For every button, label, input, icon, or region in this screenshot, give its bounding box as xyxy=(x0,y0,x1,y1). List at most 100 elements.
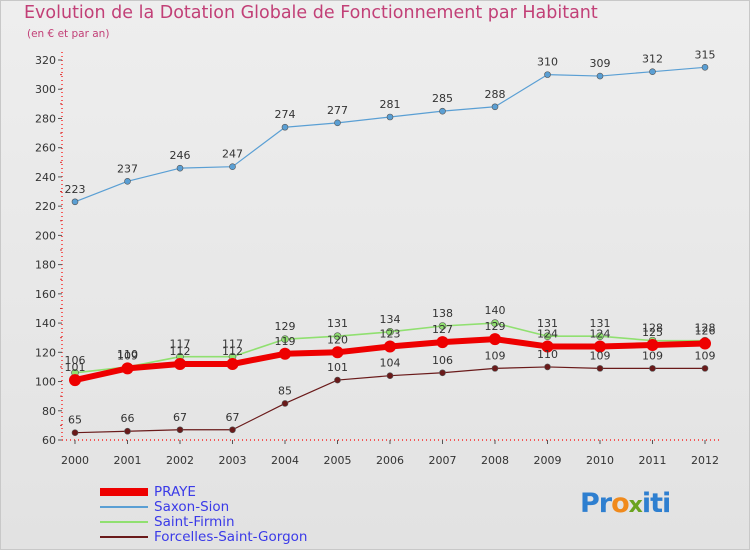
data-label: 140 xyxy=(485,304,506,317)
x-tick-label: 2009 xyxy=(534,454,562,467)
legend-swatch xyxy=(100,506,148,508)
data-point xyxy=(71,429,79,436)
data-label: 129 xyxy=(275,320,296,333)
data-label: 106 xyxy=(432,354,453,367)
data-point xyxy=(121,362,134,375)
data-point xyxy=(701,64,709,71)
y-tick-label: 280 xyxy=(35,112,56,125)
y-tick-label: 160 xyxy=(35,288,56,301)
data-label: 101 xyxy=(327,361,348,374)
legend-item: Saxon-Sion xyxy=(100,500,307,515)
data-label: 109 xyxy=(642,349,663,362)
data-point xyxy=(334,376,341,384)
data-point xyxy=(384,340,396,353)
legend-label: Saxon-Sion xyxy=(154,499,230,515)
data-point xyxy=(489,333,501,346)
data-label: 288 xyxy=(485,88,506,101)
data-point xyxy=(226,358,239,370)
y-tick-label: 80 xyxy=(42,405,56,418)
legend-item: PRAYE xyxy=(100,485,307,500)
data-point xyxy=(174,358,186,370)
legend-label: Saint-Firmin xyxy=(154,514,235,530)
data-label: 138 xyxy=(432,307,453,320)
data-label: 112 xyxy=(170,345,191,358)
y-tick-label: 140 xyxy=(35,317,56,330)
legend-item: Forcelles-Saint-Gorgon xyxy=(100,530,307,545)
x-tick-label: 2010 xyxy=(586,454,614,467)
data-point xyxy=(596,365,604,372)
data-point xyxy=(646,339,659,351)
data-point xyxy=(279,347,291,360)
legend-swatch xyxy=(100,536,148,538)
data-label: 120 xyxy=(327,333,348,346)
data-point xyxy=(541,340,554,353)
data-label: 131 xyxy=(590,317,611,330)
data-label: 109 xyxy=(485,349,506,362)
proxiti-logo: Proxiti xyxy=(580,488,671,519)
data-label: 128 xyxy=(695,322,716,335)
x-tick-label: 2004 xyxy=(271,454,299,467)
data-label: 124 xyxy=(590,327,611,340)
data-label: 65 xyxy=(68,414,82,427)
data-point xyxy=(281,400,289,407)
data-point xyxy=(124,427,131,435)
data-point xyxy=(594,340,606,353)
data-label: 134 xyxy=(380,313,401,326)
data-label: 109 xyxy=(117,349,138,362)
data-point xyxy=(649,365,656,372)
data-point xyxy=(439,369,446,377)
data-label: 104 xyxy=(380,357,401,370)
data-label: 315 xyxy=(695,48,716,61)
y-tick-label: 320 xyxy=(35,54,56,67)
data-label: 312 xyxy=(642,53,663,66)
data-label: 247 xyxy=(222,148,243,161)
x-tick-label: 2003 xyxy=(219,454,247,467)
data-point xyxy=(176,164,184,172)
data-point xyxy=(544,71,551,78)
data-label: 277 xyxy=(327,104,348,117)
legend-swatch xyxy=(100,521,148,523)
y-tick-label: 60 xyxy=(42,434,56,447)
series-line xyxy=(74,66,706,203)
data-label: 112 xyxy=(222,345,243,358)
chart-title: Evolution de la Dotation Globale de Fonc… xyxy=(24,3,598,23)
data-label: 126 xyxy=(695,325,716,338)
legend-item: Saint-Firmin xyxy=(100,515,307,530)
data-label: 131 xyxy=(537,317,558,330)
x-tick-label: 2007 xyxy=(429,454,457,467)
y-tick-label: 200 xyxy=(35,229,56,242)
x-tick-label: 2011 xyxy=(639,454,667,467)
data-label: 131 xyxy=(327,317,348,330)
data-label: 127 xyxy=(432,323,453,336)
y-tick-label: 180 xyxy=(35,259,56,272)
data-label: 109 xyxy=(590,349,611,362)
data-point xyxy=(281,123,289,131)
data-label: 281 xyxy=(380,98,401,111)
data-label: 117 xyxy=(170,338,191,351)
data-point xyxy=(439,107,446,115)
data-label: 285 xyxy=(432,92,453,105)
data-point xyxy=(701,365,709,372)
chart-legend: PRAYE Saxon-Sion Saint-Firmin Forcelles-Sai… xyxy=(100,485,307,545)
data-point xyxy=(331,346,344,359)
data-label: 246 xyxy=(170,149,191,162)
data-point xyxy=(544,363,551,371)
x-tick-label: 2001 xyxy=(114,454,142,467)
data-point xyxy=(543,332,552,341)
data-point xyxy=(176,426,184,434)
data-label: 67 xyxy=(226,411,240,424)
data-point xyxy=(281,335,289,343)
data-label: 110 xyxy=(117,348,138,361)
data-point xyxy=(229,163,236,170)
data-point xyxy=(596,72,604,80)
data-label: 119 xyxy=(275,335,296,348)
data-point xyxy=(386,113,394,121)
x-tick-label: 2006 xyxy=(376,454,404,467)
data-label: 128 xyxy=(642,322,663,335)
data-point xyxy=(649,68,656,75)
data-label: 85 xyxy=(278,384,292,397)
data-label: 124 xyxy=(537,327,558,340)
data-point xyxy=(438,322,447,330)
data-label: 309 xyxy=(590,57,611,70)
